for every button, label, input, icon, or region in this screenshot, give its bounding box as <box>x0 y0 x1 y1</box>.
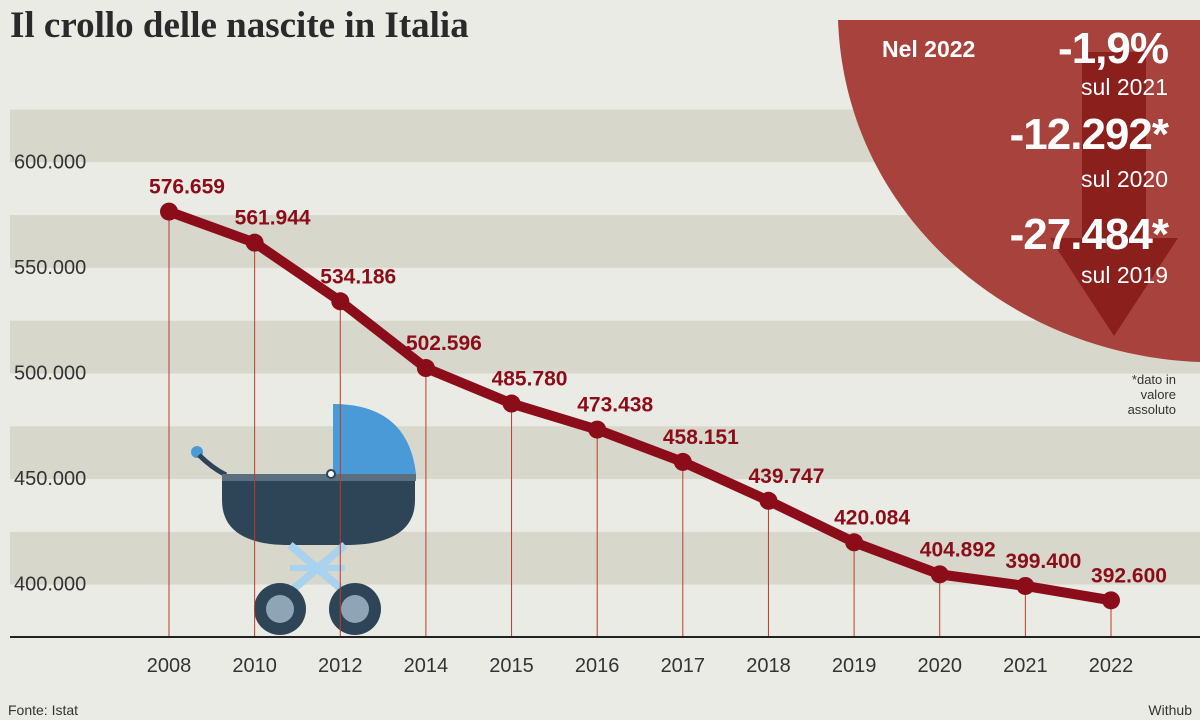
x-tick-label: 2017 <box>661 655 706 677</box>
x-tick-label: 2010 <box>232 655 277 677</box>
y-tick-label: 600.000 <box>14 151 86 173</box>
stroller-hood <box>333 404 416 474</box>
x-axis: 2008 2010 2012 2014 2015 2016 2017 2018 2019 2020… <box>147 655 1134 677</box>
grid-band <box>10 373 1200 427</box>
y-axis: 400.000 450.000 500.000 550.000 600.000 <box>14 151 86 595</box>
data-point <box>245 233 264 252</box>
grid-band <box>10 531 1200 585</box>
data-label: 399.400 <box>1005 550 1081 573</box>
data-point <box>1016 576 1035 595</box>
data-label: 485.780 <box>492 368 568 391</box>
data-label: 534.186 <box>320 265 396 288</box>
x-tick-label: 2021 <box>1003 655 1048 677</box>
x-tick-label: 2020 <box>917 655 962 677</box>
data-label: 502.596 <box>406 332 482 355</box>
stroller-illustration <box>191 404 416 635</box>
handle <box>197 453 228 478</box>
grid-band <box>10 584 1200 638</box>
callout-value-1: -1,9% <box>1058 24 1169 73</box>
data-label: 561.944 <box>235 207 311 230</box>
data-label: 392.600 <box>1091 564 1167 587</box>
y-tick-label: 400.000 <box>14 574 86 596</box>
y-tick-label: 550.000 <box>14 257 86 279</box>
data-point <box>1102 591 1120 610</box>
callout-sub-2: sul 2020 <box>1081 166 1168 192</box>
x-tick-label: 2022 <box>1089 655 1134 677</box>
data-label: 439.747 <box>748 465 824 488</box>
data-point <box>759 491 778 510</box>
x-tick-label: 2014 <box>404 655 449 677</box>
data-label: 473.438 <box>577 394 653 417</box>
stroller-body <box>222 474 415 545</box>
callout-sub-3: sul 2019 <box>1081 262 1168 288</box>
source-text: Fonte: Istat <box>8 702 79 718</box>
callout-value-3: -27.484* <box>1009 210 1169 259</box>
credit-text: Withub <box>1148 702 1192 718</box>
data-point <box>930 565 949 584</box>
data-point <box>845 533 864 552</box>
data-point <box>160 202 178 221</box>
x-tick-label: 2016 <box>575 655 620 677</box>
y-tick-label: 450.000 <box>14 468 86 490</box>
x-tick-label: 2008 <box>147 655 192 677</box>
y-tick-label: 500.000 <box>14 363 86 385</box>
callout-shape <box>838 20 1200 362</box>
chart-title: Il crollo delle nascite in Italia <box>10 5 469 46</box>
series-line-path <box>164 206 1116 606</box>
data-point <box>502 394 521 413</box>
data-point <box>673 452 692 471</box>
data-label: 404.892 <box>920 538 996 561</box>
grid-band <box>10 320 1200 374</box>
footnote: *dato in valore assoluto <box>1127 372 1176 417</box>
x-tick-label: 2019 <box>832 655 877 677</box>
x-tick-label: 2015 <box>489 655 534 677</box>
callout-label: Nel 2022 <box>882 36 976 62</box>
data-label: 576.659 <box>149 176 225 199</box>
data-point <box>588 420 607 439</box>
down-arrow-icon <box>1050 52 1178 336</box>
data-label: 458.151 <box>663 426 739 449</box>
series-line <box>160 202 1120 610</box>
data-labels: 576.659 561.944 534.186 502.596 485.780 473.4… <box>149 176 1167 588</box>
data-point <box>331 292 350 311</box>
data-point <box>416 359 435 378</box>
callout-value-2: -12.292* <box>1009 110 1169 159</box>
data-label: 420.084 <box>834 506 910 529</box>
drop-lines <box>168 211 1112 637</box>
x-tick-label: 2018 <box>746 655 791 677</box>
callout-sub-1: sul 2021 <box>1081 74 1168 100</box>
grid-band <box>10 479 1200 532</box>
x-tick-label: 2012 <box>318 655 363 677</box>
